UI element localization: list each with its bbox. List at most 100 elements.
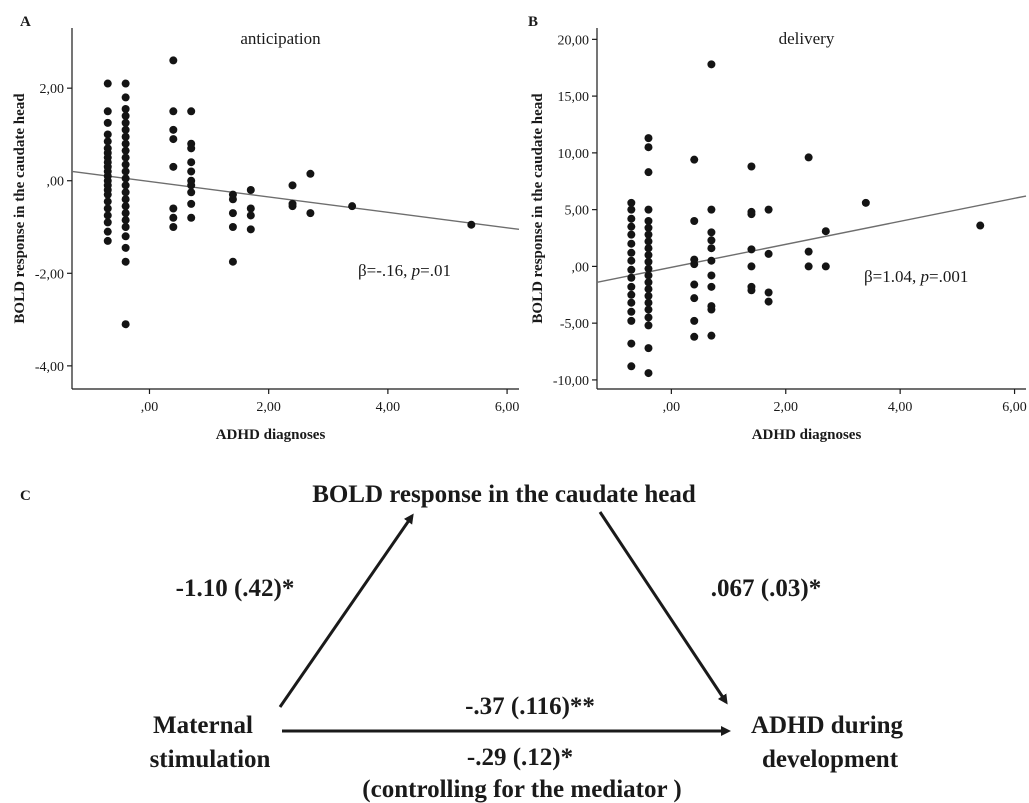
panel-b-data-point — [644, 264, 653, 273]
panel-a-data-point — [121, 160, 130, 169]
panel-a-data-point — [121, 223, 130, 232]
panel-a-data-point — [187, 213, 196, 222]
panel-b-plot-area: -10,00 -5,00 ,00 5,00 10,00 15,00 20,00 ,00 2,00… — [530, 28, 1027, 443]
panel-a-data-point — [306, 209, 315, 218]
path-a-arrow — [278, 513, 414, 708]
panel-b-data-point — [644, 305, 653, 314]
panel-a-data-point — [103, 218, 112, 227]
panel-b-x-tick-label: 2,00 — [774, 400, 799, 415]
panel-b-data-point — [627, 298, 636, 307]
panel-a-data-point — [103, 204, 112, 213]
panel-a-data-point — [121, 79, 130, 88]
panel-b-data-point — [764, 297, 773, 306]
path-b-coefficient: .067 (.03)* — [711, 575, 821, 602]
panel-a-data-point — [348, 202, 357, 211]
panel-b-y-tick-label: 5,00 — [565, 204, 590, 219]
panel-b-data-point — [690, 216, 699, 225]
panel-b-data-point — [644, 344, 653, 353]
panel-b-data-point — [764, 249, 773, 258]
panel-b-y-tick-label: 20,00 — [558, 33, 590, 48]
panel-b-y-tick-label: 15,00 — [558, 90, 590, 105]
panel-b-data-point — [644, 251, 653, 260]
panel-b-data-point — [764, 205, 773, 214]
panel-b-data-point — [627, 230, 636, 239]
panel-a-y-tick-label: -2,00 — [35, 267, 64, 282]
panel-a-letter: A — [20, 14, 31, 30]
panel-b-data-point — [747, 162, 756, 171]
panel-a-data-point — [246, 211, 255, 220]
panel-b-data-point — [976, 221, 985, 230]
panel-a-data-point — [121, 243, 130, 252]
panel-b-data-point — [644, 134, 653, 143]
panel-a-x-tick-label: 6,00 — [495, 400, 520, 415]
panel-a-data-point — [187, 144, 196, 153]
panel-a-data-point — [121, 195, 130, 204]
panel-b-data-point — [627, 362, 636, 371]
panel-a-data-point — [103, 118, 112, 127]
panel-a-data-point — [169, 107, 178, 116]
panel-b-data-point — [627, 198, 636, 207]
panel-a-data-point — [169, 162, 178, 171]
panel-b-data-point — [627, 248, 636, 257]
panel-b-data-point — [627, 339, 636, 348]
panel-b-data-point — [627, 205, 636, 214]
panel-a-x-tick-label: 2,00 — [256, 400, 281, 415]
panel-b-data-point — [644, 230, 653, 239]
panel-a-data-point — [121, 104, 130, 113]
panel-b-data-point — [707, 282, 716, 291]
panel-b-data-point — [707, 305, 716, 314]
path-c-total-coefficient: -.37 (.116)** — [465, 693, 595, 720]
panel-b-x-tick-label: 4,00 — [888, 400, 913, 415]
panel-a-data-point — [169, 223, 178, 232]
panel-b-data-point — [804, 247, 813, 256]
panel-b-data-point — [644, 205, 653, 214]
path-a-coefficient: -1.10 (.42)* — [176, 575, 295, 602]
panel-a-data-point — [103, 227, 112, 236]
panel-a-data-point — [228, 195, 237, 204]
panel-a-data-point — [187, 107, 196, 116]
panel-b-data-point — [707, 60, 716, 69]
panel-b-y-tick-label: -10,00 — [553, 374, 589, 389]
panel-a-data-point — [121, 174, 130, 183]
mediation-diagram: C BOLD response in the caudate head -1.1… — [20, 481, 904, 803]
panel-a-data-point — [103, 79, 112, 88]
panel-a-data-point — [246, 204, 255, 213]
panel-b-data-point — [627, 222, 636, 231]
panel-a-data-point — [121, 111, 130, 120]
panel-a-data-point — [228, 257, 237, 266]
panel-b-data-point — [690, 294, 699, 303]
panel-b-data-point — [690, 332, 699, 341]
mediator-label: BOLD response in the caudate head — [312, 481, 696, 508]
panel-b-y-tick-label: ,00 — [572, 260, 590, 275]
panel-b-data-point — [707, 256, 716, 265]
panel-b-data-point — [804, 262, 813, 271]
panel-b-data-point — [690, 260, 699, 269]
panel-a-scatter-plot: A -4,00 -2,00 ,00 2,00 ,00 2,00 4,00 6,00 antici… — [12, 14, 519, 443]
panel-a-data-point — [246, 225, 255, 234]
panel-b-data-point — [627, 307, 636, 316]
panel-a-data-point — [121, 209, 130, 218]
panel-b-data-point — [627, 290, 636, 299]
panel-b-data-point — [690, 316, 699, 325]
predictor-label-line1: Maternal — [153, 712, 253, 739]
panel-a-data-point — [103, 197, 112, 206]
panel-b-data-point — [644, 313, 653, 322]
panel-b-data-point — [644, 237, 653, 246]
panel-b-y-tick-label: -5,00 — [560, 317, 589, 332]
panel-b-data-point — [747, 245, 756, 254]
panel-b-data-point — [644, 291, 653, 300]
panel-b-stats-annotation: β=1.04, p=.001 — [864, 267, 968, 286]
panel-b-data-point — [747, 286, 756, 295]
panel-a-data-point — [169, 56, 178, 65]
panel-c-letter: C — [20, 488, 31, 504]
outcome-label-line1: ADHD during — [751, 712, 904, 739]
panel-b-data-point — [644, 257, 653, 266]
panel-b-data-point — [644, 285, 653, 294]
panel-b-regression-line — [596, 195, 1027, 283]
panel-b-data-point — [707, 236, 716, 245]
panel-b-data-point — [707, 244, 716, 253]
panel-b-data-point — [644, 369, 653, 378]
panel-a-data-point — [169, 125, 178, 134]
panel-a-data-point — [121, 257, 130, 266]
